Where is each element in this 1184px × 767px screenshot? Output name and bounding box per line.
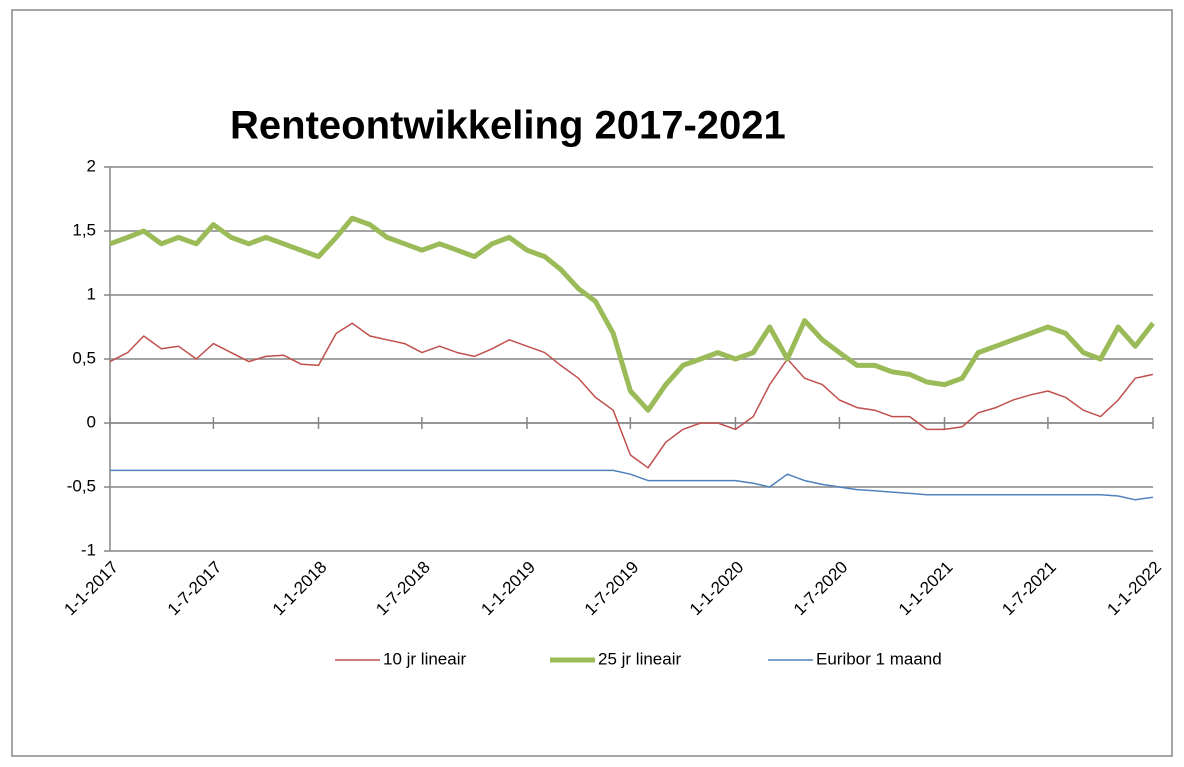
y-tick-label: 1,5 xyxy=(72,220,96,239)
series-line xyxy=(110,469,1154,501)
y-tick-label: 1 xyxy=(87,284,96,303)
y-tick-label: -0,5 xyxy=(67,476,96,495)
y-tick-label: 0,5 xyxy=(72,348,96,367)
legend-label: Euribor 1 maand xyxy=(816,649,942,668)
series-line xyxy=(109,322,1154,469)
y-tick-label: 2 xyxy=(87,156,96,175)
legend-label: 10 jr lineair xyxy=(383,649,466,668)
legend-label: 25 jr lineair xyxy=(598,649,681,668)
chart-frame xyxy=(11,9,1173,757)
y-tick-label: -1 xyxy=(81,540,96,559)
series-line xyxy=(109,215,1155,413)
chart-title: Renteontwikkeling 2017-2021 xyxy=(230,104,786,148)
y-tick-label: 0 xyxy=(87,412,96,431)
